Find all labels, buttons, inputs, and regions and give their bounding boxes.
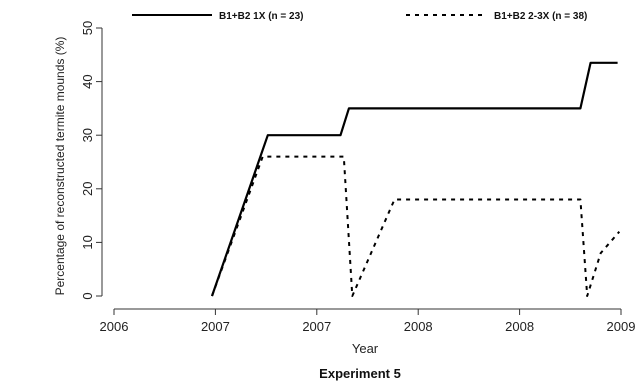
x-tick-label: 2009 xyxy=(607,319,636,334)
x-axis-ticks: 2006 2007 2007 2008 2008 2009 xyxy=(100,309,636,334)
x-tick-label: 2008 xyxy=(505,319,534,334)
legend-label-solid: B1+B2 1X (n = 23) xyxy=(219,11,303,22)
y-axis-ticks: 0 10 20 30 40 50 xyxy=(80,21,102,300)
x-axis-title: Year xyxy=(352,341,379,356)
x-tick-label: 2008 xyxy=(404,319,433,334)
series-line-solid xyxy=(210,61,618,297)
x-tick-label: 2006 xyxy=(100,319,129,334)
y-tick-label: 20 xyxy=(80,182,95,196)
y-axis-title: Percentage of reconstructed termite moun… xyxy=(53,37,67,296)
y-tick-label: 50 xyxy=(80,21,95,35)
legend-label-dashed: B1+B2 2-3X (n = 38) xyxy=(494,11,587,22)
y-tick-label: 40 xyxy=(80,74,95,88)
chart-caption: Experiment 5 xyxy=(319,366,401,381)
y-tick-label: 0 xyxy=(80,292,95,299)
y-tick-label: 30 xyxy=(80,128,95,142)
y-tick-label: 10 xyxy=(80,235,95,249)
series-lines xyxy=(210,61,621,297)
series-line-dashed xyxy=(211,155,621,297)
legend: B1+B2 1X (n = 23) B1+B2 2-3X (n = 38) xyxy=(132,11,587,22)
x-tick-label: 2007 xyxy=(201,319,230,334)
x-tick-label: 2007 xyxy=(302,319,331,334)
